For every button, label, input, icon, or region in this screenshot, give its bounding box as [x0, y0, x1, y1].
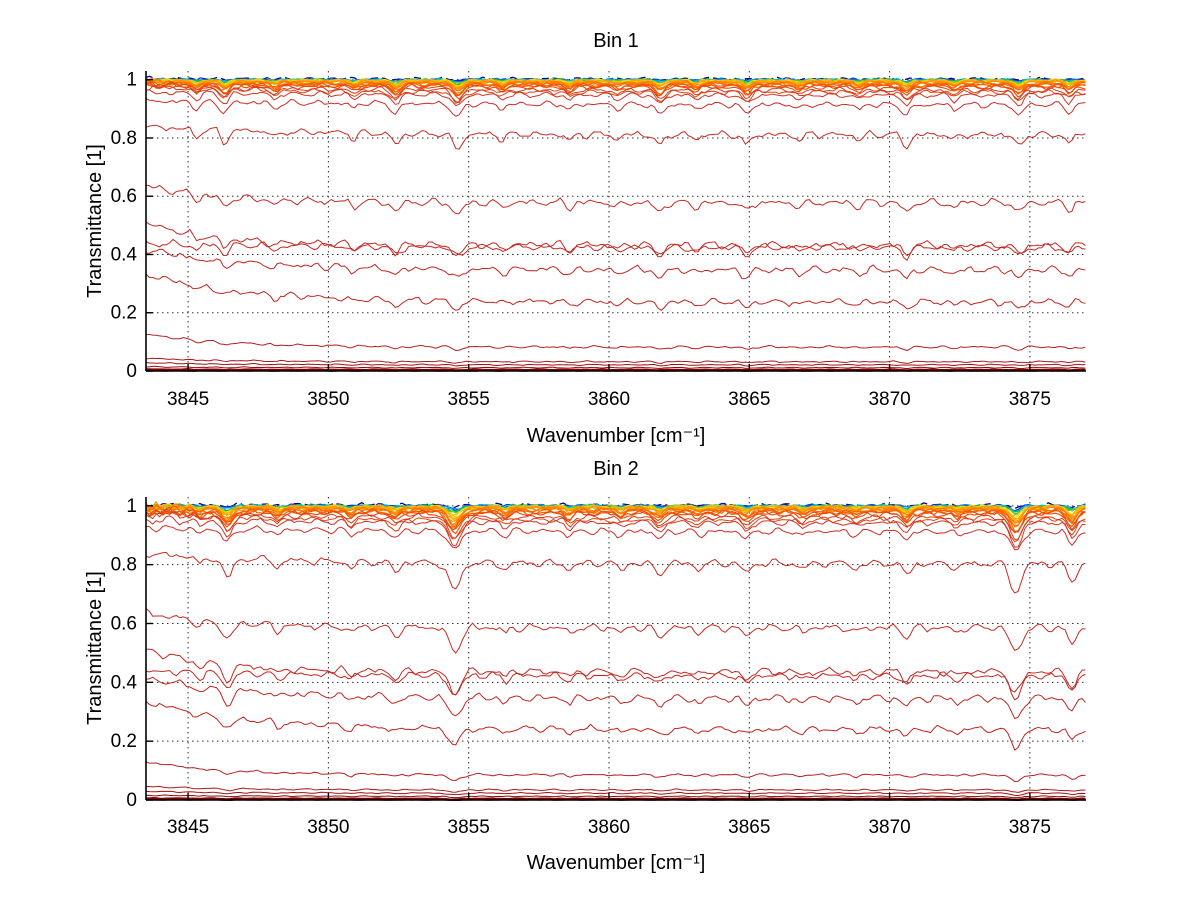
y-tick-label: 0.4: [111, 672, 138, 693]
x-tick-label: 3875: [1009, 817, 1051, 838]
spectrum-line-bin1-layer-21: [145, 77, 1086, 104]
spectrum-line-bin1-layer-30: [145, 273, 1086, 311]
y-tick-label: 0: [126, 790, 137, 811]
bin2-x-axis-label: Wavenumber [cm⁻¹]: [526, 852, 706, 874]
bin2-title: Bin 2: [593, 458, 639, 480]
spectrum-line-bin1-layer-31: [145, 333, 1086, 352]
bin1-title: Bin 1: [593, 30, 639, 52]
spectrum-line-bin1-layer-22: [145, 85, 1086, 104]
spectrum-line-bin1-layer-24: [145, 98, 1086, 117]
spectrum-line-bin2-layer-28: [145, 669, 1086, 701]
y-tick-label: 0.2: [111, 303, 137, 324]
spectrum-line-bin2-layer-31: [145, 761, 1086, 782]
spectrum-line-bin2-layer-15: [145, 501, 1086, 526]
spectrum-line-bin1-layer-19: [145, 82, 1086, 97]
spectrum-line-bin1-layer-27: [145, 221, 1086, 257]
spectrum-line-bin1-layer-32: [145, 357, 1086, 365]
spectrum-line-bin2-layer-32: [145, 785, 1086, 793]
bin1-x-axis-label: Wavenumber [cm⁻¹]: [526, 425, 706, 447]
y-tick-label: 0.4: [111, 244, 138, 265]
bin1-y-axis-label: Transmittance [1]: [84, 144, 106, 298]
x-tick-label: 3875: [1009, 389, 1051, 410]
spectrum-line-bin2-layer-23: [145, 515, 1086, 548]
spectrum-line-bin2-layer-33: [145, 790, 1086, 797]
y-tick-label: 0.8: [111, 128, 137, 149]
spectrum-line-bin1-layer-14: [145, 77, 1086, 90]
spectrum-line-bin1-layer-23: [145, 89, 1086, 107]
spectrum-line-bin1-layer-28: [145, 238, 1086, 261]
y-tick-label: 1: [126, 70, 137, 91]
spectrum-line-bin2-layer-29: [145, 676, 1086, 720]
y-tick-label: 0: [126, 361, 137, 382]
spectrum-line-bin2-layer-24: [145, 525, 1086, 551]
x-tick-label: 3850: [307, 389, 349, 410]
spectrum-line-bin2-layer-27: [145, 648, 1086, 696]
spectrum-line-bin1-layer-33: [145, 362, 1086, 367]
x-tick-label: 3855: [448, 389, 490, 410]
x-tick-label: 3865: [728, 389, 770, 410]
x-tick-label: 3870: [868, 389, 910, 410]
spectrum-line-bin2-layer-26: [145, 607, 1086, 654]
x-tick-label: 3865: [728, 817, 770, 838]
y-tick-label: 0.6: [111, 186, 137, 207]
x-tick-label: 3860: [588, 817, 630, 838]
y-tick-label: 0.6: [111, 613, 137, 634]
y-tick-label: 0.8: [111, 555, 137, 576]
y-tick-label: 0.2: [111, 731, 137, 752]
spectrum-line-bin2-layer-25: [145, 551, 1086, 594]
spectrum-line-bin1-layer-34: [145, 365, 1086, 370]
x-tick-label: 3845: [167, 817, 209, 838]
x-tick-label: 3855: [448, 817, 490, 838]
x-tick-label: 3860: [588, 389, 630, 410]
x-tick-label: 3870: [868, 817, 910, 838]
x-tick-label: 3850: [307, 817, 349, 838]
spectrum-line-bin2-layer-30: [145, 700, 1086, 751]
y-tick-label: 1: [126, 496, 137, 517]
spectrum-line-bin2-layer-22: [145, 511, 1086, 541]
x-tick-label: 3845: [167, 389, 209, 410]
spectrum-line-bin1-layer-20: [145, 83, 1086, 100]
bin2-y-axis-label: Transmittance [1]: [84, 571, 106, 725]
spectrum-line-bin1-layer-29: [145, 248, 1086, 280]
spectrum-line-bin1-layer-26: [145, 184, 1086, 215]
spectrum-line-bin1-layer-25: [145, 124, 1086, 150]
spectrum-line-bin2-layer-34: [145, 794, 1086, 799]
